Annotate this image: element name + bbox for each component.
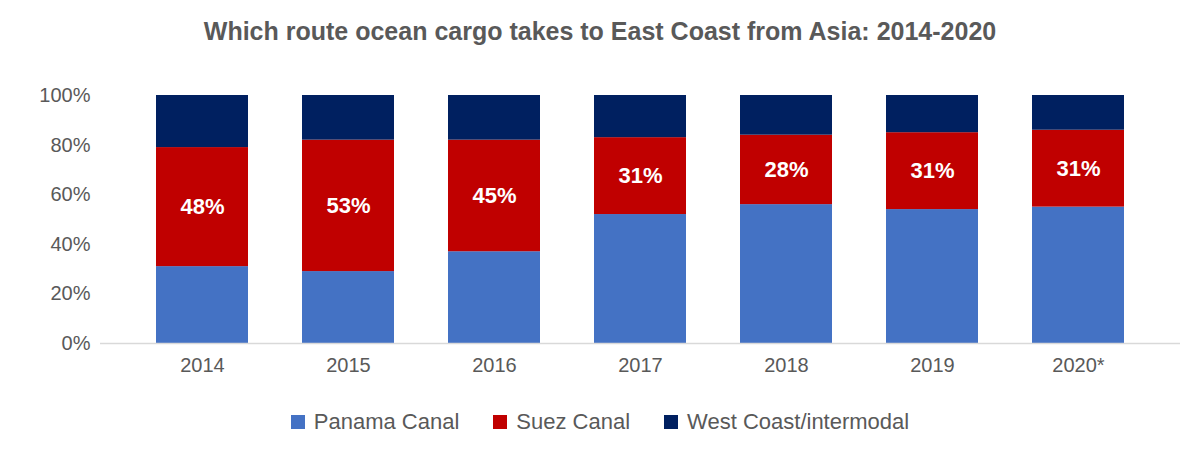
svg-text:60%: 60% <box>50 183 90 205</box>
svg-text:31%: 31% <box>618 163 662 188</box>
svg-text:2017: 2017 <box>618 354 663 376</box>
svg-text:2014: 2014 <box>180 354 225 376</box>
svg-text:45%: 45% <box>472 183 516 208</box>
svg-text:28%: 28% <box>764 157 808 182</box>
svg-text:2018: 2018 <box>764 354 809 376</box>
html-text:Which route ocean cargo takes: Which route ocean cargo takes to East Co… <box>203 17 997 45</box>
svg-text:31%: 31% <box>1056 156 1100 181</box>
svg-text:2019: 2019 <box>910 354 955 376</box>
svg-text:40%: 40% <box>50 233 90 255</box>
svg-text:31%: 31% <box>910 158 954 183</box>
html-text:Panama Canal: Panama Canal <box>313 408 460 434</box>
svg-text:0%: 0% <box>62 332 91 354</box>
svg-text:20%: 20% <box>50 282 90 304</box>
html-text:Suez Canal: Suez Canal <box>516 408 631 434</box>
html-text:West Coast/intermodal: West Coast/intermodal <box>687 408 910 434</box>
svg-text:100%: 100% <box>39 84 90 106</box>
svg-text:2015: 2015 <box>326 354 371 376</box>
svg-text:2020*: 2020* <box>1052 354 1104 376</box>
svg-text:2016: 2016 <box>472 354 517 376</box>
svg-text:53%: 53% <box>326 193 370 218</box>
svg-text:80%: 80% <box>50 134 90 156</box>
svg-text:48%: 48% <box>180 194 224 219</box>
